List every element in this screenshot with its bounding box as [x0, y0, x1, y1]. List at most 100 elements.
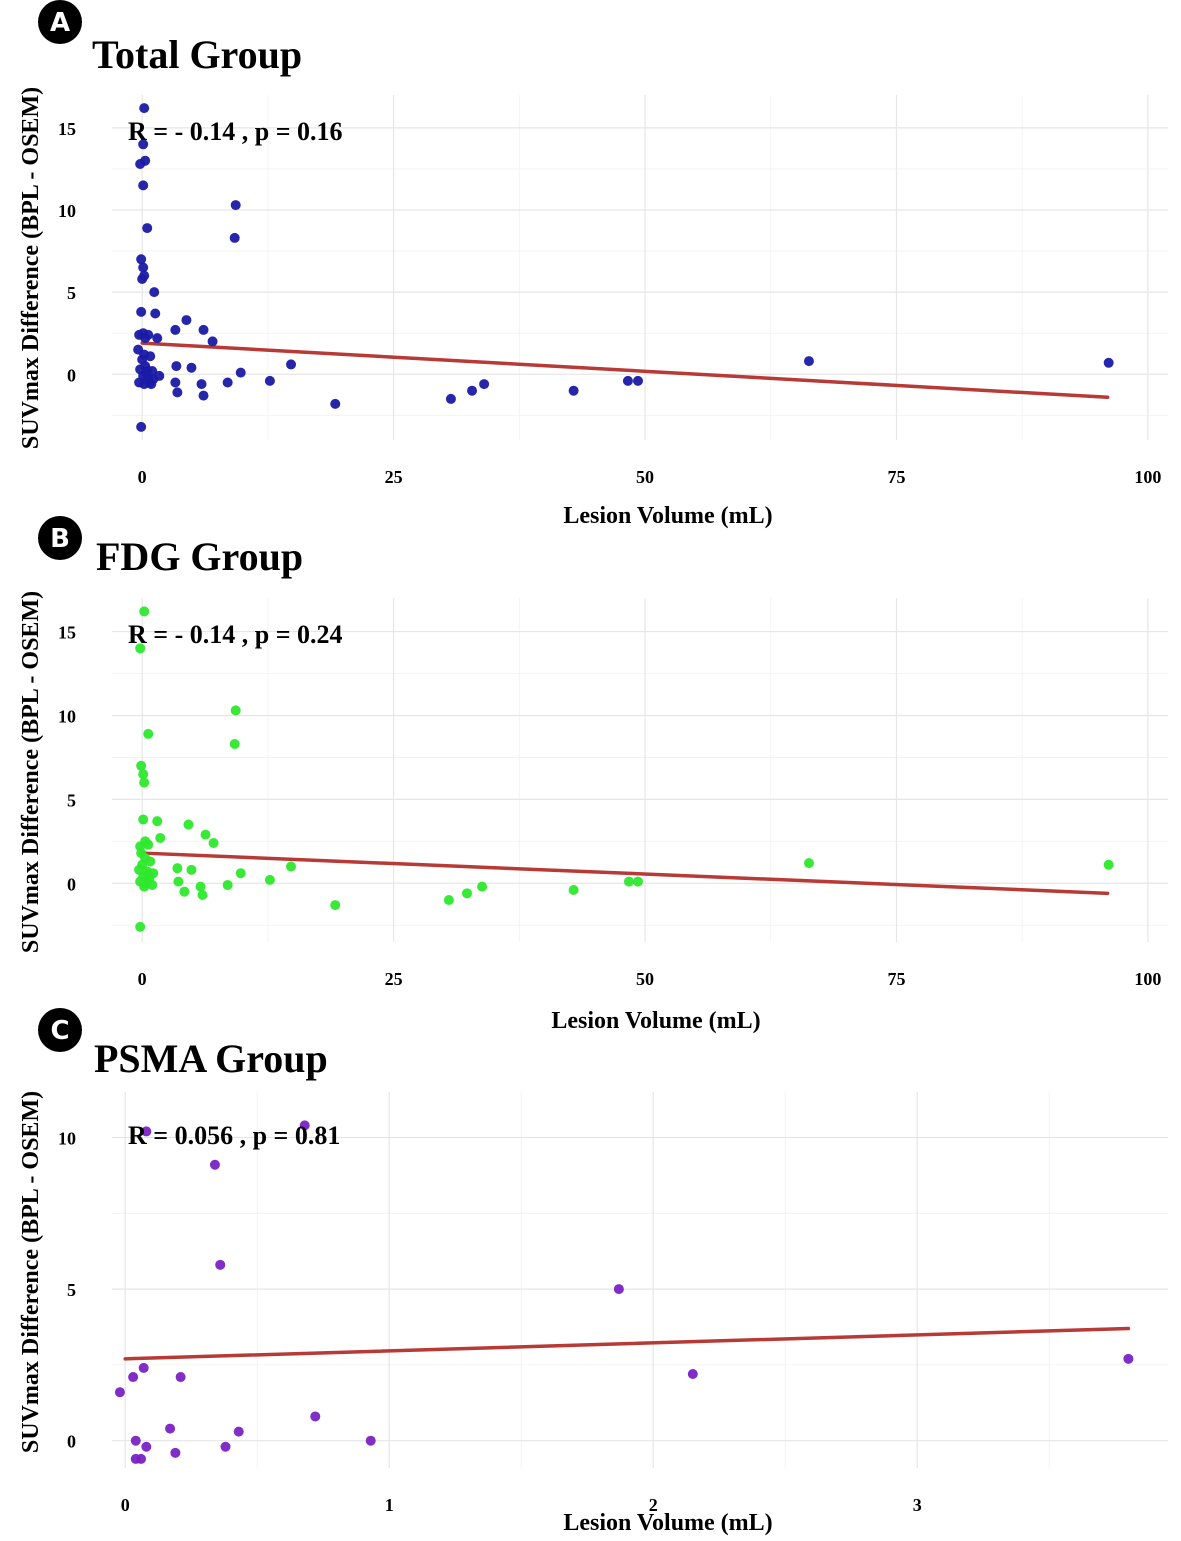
data-point-c: [128, 1372, 139, 1383]
data-point-a: [139, 103, 150, 114]
data-point-a: [632, 375, 643, 386]
regression-line-c: [123, 1326, 1131, 1361]
panel-letter-c-badge: [38, 1008, 82, 1052]
data-point-b: [172, 863, 183, 874]
data-point-b: [135, 643, 146, 654]
y-tick-label-b: 15: [58, 623, 76, 643]
y-tick-label-a: 5: [67, 283, 76, 303]
data-point-a: [149, 287, 160, 298]
data-point-b: [143, 869, 154, 880]
panel-a: A Total Group 0 25 50 75 100 0 5 10 15 R = - 0.1…: [18, 0, 1168, 529]
data-point-a: [170, 324, 181, 335]
data-point-b: [139, 777, 150, 788]
y-tick-label-a: 15: [58, 119, 76, 139]
chart-title-c: PSMA Group: [94, 1036, 328, 1081]
y-tick-label-a: 0: [67, 365, 76, 385]
data-point-b: [462, 888, 473, 899]
data-point-c: [136, 1453, 147, 1464]
data-point-a: [138, 139, 149, 150]
data-point-c: [1123, 1353, 1134, 1364]
data-point-b: [147, 879, 158, 890]
data-point-c: [613, 1284, 624, 1295]
data-point-a: [286, 359, 297, 370]
panel-letter-a-badge: [38, 0, 82, 44]
panel-letter-c: C: [50, 1016, 69, 1046]
panel-letter-b: B: [50, 524, 70, 554]
x-tick-label-c: 3: [913, 1495, 922, 1515]
data-point-b: [330, 900, 341, 911]
panel-c: C PSMA Group 0 1 2 3 0 5 10 R = 0.056 , p = 0.…: [18, 1008, 1168, 1536]
y-tick-label-c: 0: [67, 1432, 76, 1452]
y-axis-label-a: SUVmax Difference (BPL - OSEM): [18, 87, 44, 449]
data-point-a: [172, 387, 183, 398]
panel-b: B FDG Group 0 25 50 75 100 0 5 10 15 R = - 0.14 …: [18, 516, 1168, 1034]
tick-labels-b: 0 25 50 75 100 0 5 10 15: [58, 623, 1161, 989]
data-point-b: [143, 839, 154, 850]
data-point-b: [183, 819, 194, 830]
data-point-a: [467, 385, 478, 396]
y-tick-label-a: 10: [58, 201, 76, 221]
data-point-b: [186, 864, 197, 875]
data-point-b: [195, 881, 206, 892]
panel-letter-a: A: [50, 8, 70, 38]
data-point-a: [154, 370, 165, 381]
x-tick-label-b: 75: [887, 969, 905, 989]
data-point-b: [138, 769, 149, 780]
data-point-a: [222, 377, 233, 388]
data-point-a: [138, 180, 149, 191]
data-point-a: [143, 329, 154, 340]
y-tick-label-b: 0: [67, 874, 76, 894]
data-point-b: [632, 876, 643, 887]
data-point-b: [208, 837, 219, 848]
data-point-b: [139, 881, 150, 892]
data-point-c: [130, 1435, 141, 1446]
data-point-b: [230, 705, 241, 716]
x-tick-label-b: 25: [385, 969, 403, 989]
data-point-a: [186, 362, 197, 373]
data-point-c: [175, 1372, 186, 1383]
data-point-b: [443, 895, 454, 906]
y-tick-label-b: 5: [67, 790, 76, 810]
x-tick-label-a: 75: [887, 467, 905, 487]
data-point-a: [136, 306, 147, 317]
data-point-b: [138, 814, 149, 825]
correlation-annotation-a: R = - 0.14 , p = 0.16: [128, 117, 343, 146]
data-point-a: [136, 254, 147, 265]
data-point-a: [150, 308, 161, 319]
panel-letter-b-badge: [38, 516, 82, 560]
data-point-c: [687, 1369, 698, 1379]
scatter-points-c: [114, 1120, 1134, 1464]
data-point-c: [170, 1447, 181, 1458]
chart-title-b: FDG Group: [96, 534, 303, 579]
data-point-a: [230, 200, 241, 211]
y-tick-label-c: 10: [58, 1128, 76, 1148]
data-point-a: [198, 324, 209, 335]
correlation-annotation-b: R = - 0.14 , p = 0.24: [128, 620, 343, 649]
trendline-layer-b: [140, 851, 1110, 896]
data-point-b: [264, 874, 275, 885]
data-point-a: [207, 336, 218, 347]
x-tick-label-a: 100: [1134, 467, 1161, 487]
data-point-a: [146, 379, 157, 390]
data-point-a: [235, 367, 246, 378]
correlation-annotation-c: R = 0.056 , p = 0.81: [128, 1121, 340, 1150]
data-point-c: [233, 1426, 244, 1437]
x-tick-label-a: 50: [636, 467, 654, 487]
tick-labels-a: 0 25 50 75 100 0 5 10 15: [58, 119, 1161, 487]
data-point-b: [623, 876, 634, 887]
x-tick-label-c: 0: [121, 1495, 130, 1515]
x-tick-label-a: 0: [138, 467, 147, 487]
x-axis-label-b: Lesion Volume (mL): [551, 1008, 760, 1034]
data-point-c: [165, 1423, 176, 1434]
data-point-c: [215, 1259, 226, 1270]
data-point-a: [229, 232, 240, 243]
x-tick-label-b: 100: [1134, 969, 1161, 989]
gridlines-c: [112, 1092, 1168, 1468]
trendline-layer-a: [140, 341, 1110, 400]
x-tick-label-c: 1: [385, 1495, 394, 1515]
data-point-b: [235, 868, 246, 879]
data-point-b: [200, 829, 211, 840]
data-point-a: [138, 262, 149, 273]
trendline-layer-c: [123, 1326, 1131, 1361]
data-point-a: [136, 421, 147, 432]
